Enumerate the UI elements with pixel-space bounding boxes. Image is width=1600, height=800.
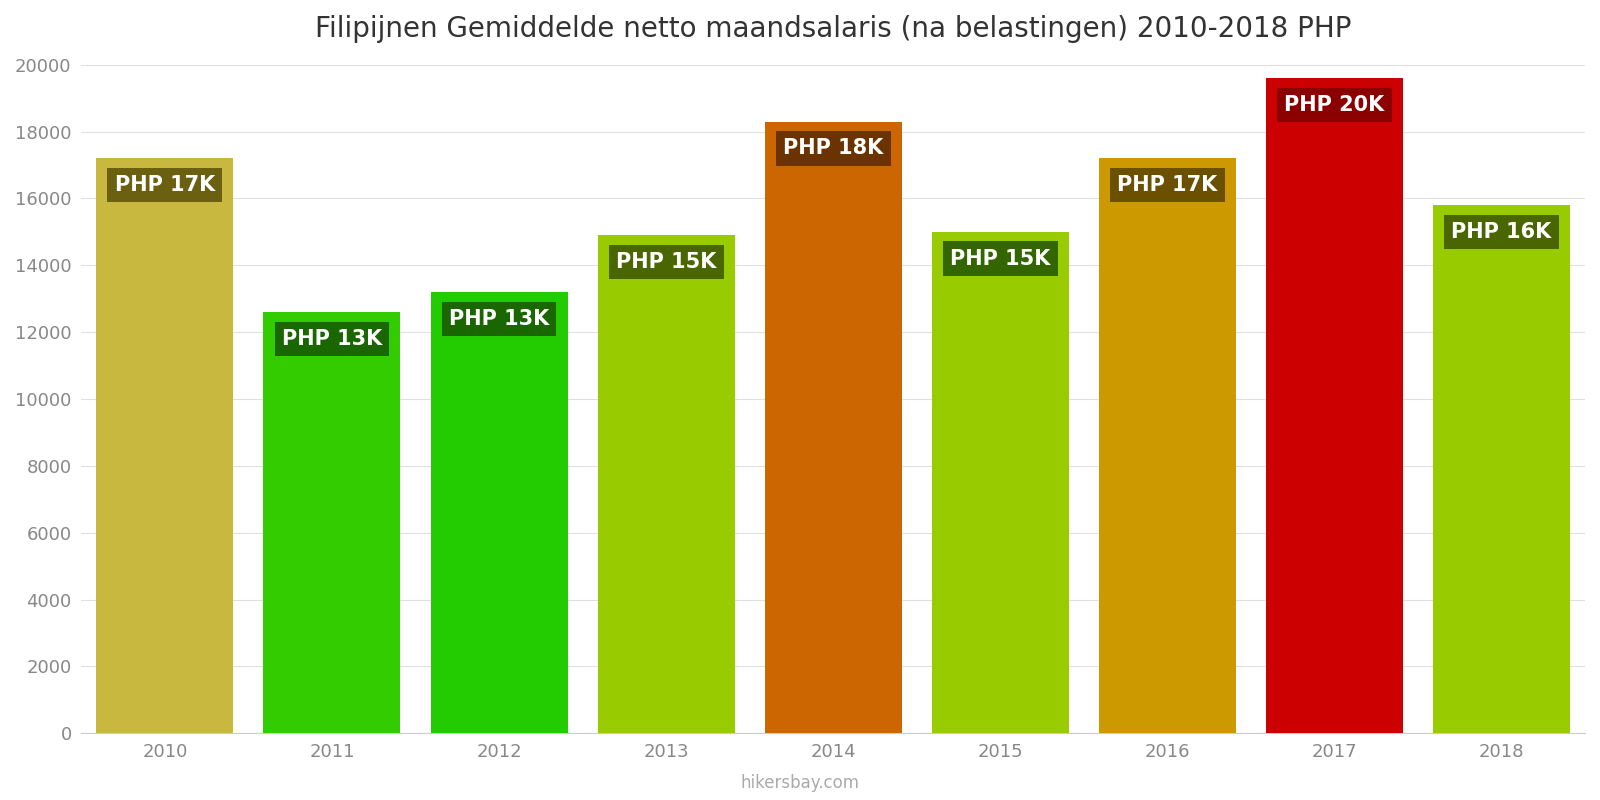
Bar <box>96 158 234 734</box>
Bar <box>430 292 568 734</box>
Bar <box>1266 78 1403 734</box>
Text: PHP 17K: PHP 17K <box>1117 175 1218 195</box>
Bar <box>1434 205 1570 734</box>
Text: PHP 17K: PHP 17K <box>115 175 214 195</box>
Text: PHP 20K: PHP 20K <box>1285 95 1384 115</box>
Text: PHP 13K: PHP 13K <box>282 329 382 349</box>
Bar <box>931 232 1069 734</box>
Text: PHP 13K: PHP 13K <box>450 309 549 329</box>
Text: PHP 15K: PHP 15K <box>616 252 717 272</box>
Bar <box>264 312 400 734</box>
Title: Filipijnen Gemiddelde netto maandsalaris (na belastingen) 2010-2018 PHP: Filipijnen Gemiddelde netto maandsalaris… <box>315 15 1352 43</box>
Text: PHP 18K: PHP 18K <box>782 138 883 158</box>
Bar <box>598 235 734 734</box>
Bar <box>765 122 902 734</box>
Bar <box>1099 158 1235 734</box>
Text: PHP 15K: PHP 15K <box>950 249 1051 269</box>
Text: PHP 16K: PHP 16K <box>1451 222 1552 242</box>
Text: hikersbay.com: hikersbay.com <box>741 774 859 792</box>
